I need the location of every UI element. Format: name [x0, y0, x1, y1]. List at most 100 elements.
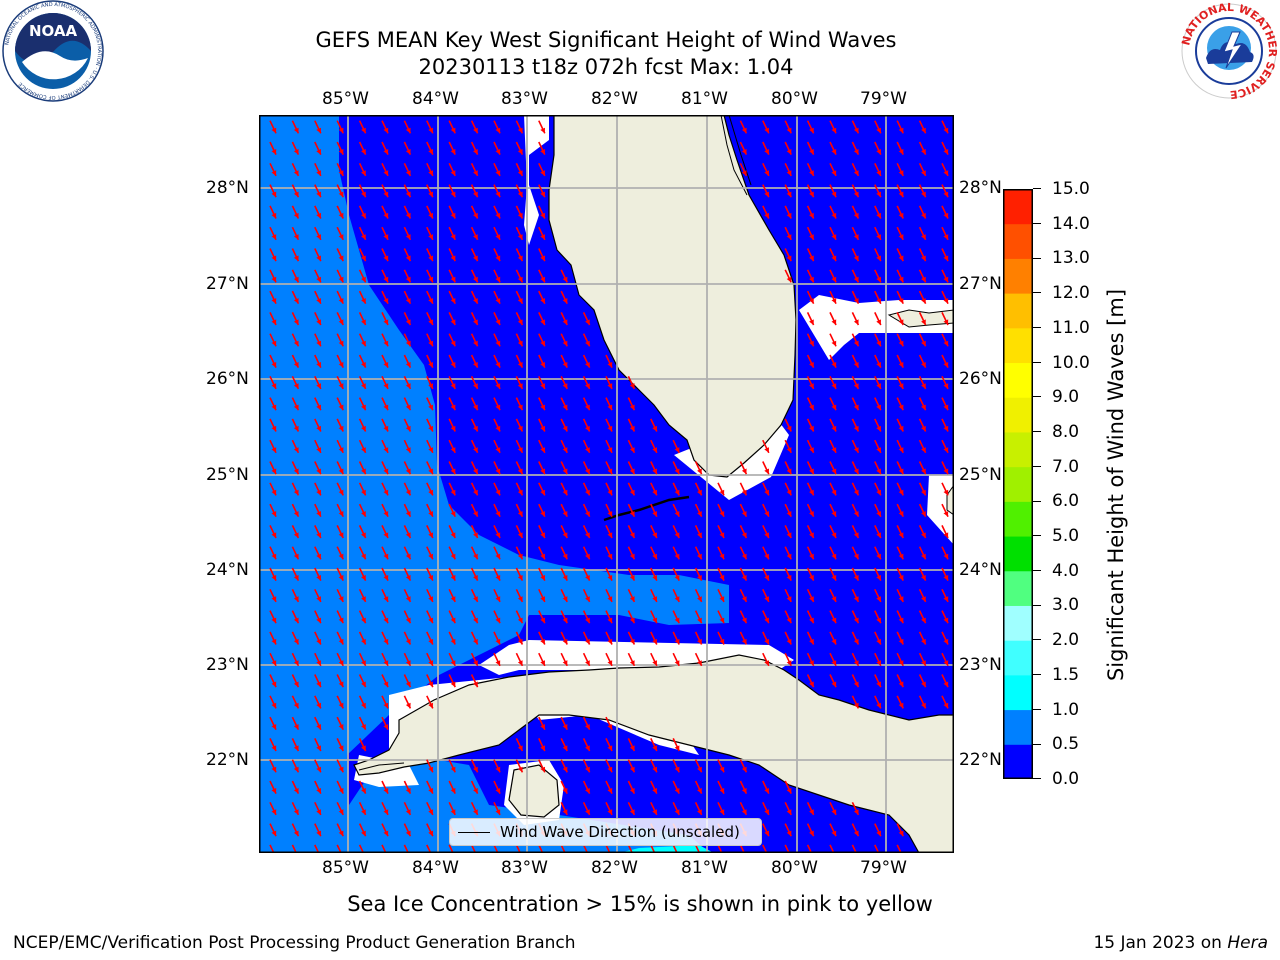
- wind-wave-arrow-head: [786, 276, 792, 283]
- florida-coast-detail: [728, 115, 752, 186]
- wind-wave-arrow-head: [361, 532, 366, 538]
- colorbar-tick-label: 10.0: [1052, 352, 1090, 373]
- wind-wave-arrow-head: [853, 170, 859, 176]
- wind-wave-arrow-head: [316, 298, 321, 304]
- wind-wave-arrow-head: [719, 617, 725, 624]
- wind-wave-arrow-head: [517, 575, 523, 581]
- wind-wave-arrow-head: [450, 788, 456, 794]
- wind-wave-arrow-head: [450, 809, 456, 815]
- wind-wave-arrow-head: [831, 255, 837, 262]
- colorbar-tick-mark: [1033, 639, 1041, 641]
- lat-label-left: 26°N: [206, 369, 249, 389]
- colorbar-tick-mark: [1033, 222, 1041, 224]
- wind-wave-arrow-head: [361, 234, 366, 240]
- wind-wave-arrow-head: [338, 170, 344, 176]
- wind-wave-arrow-head: [697, 596, 702, 602]
- wind-wave-arrow-head: [697, 617, 702, 624]
- wind-wave-arrow-head: [853, 596, 859, 602]
- colorbar-tick-label: 8.0: [1052, 421, 1080, 442]
- wind-wave-arrow-head: [316, 575, 321, 581]
- wind-wave-arrow-head: [338, 362, 344, 368]
- wind-wave-arrow-head: [495, 489, 501, 496]
- wind-wave-arrow-head: [450, 383, 456, 389]
- wind-wave-arrow-head: [338, 745, 344, 751]
- wind-wave-arrow-head: [405, 404, 411, 411]
- wind-wave-arrow-head: [473, 532, 478, 538]
- wind-wave-arrow-head: [898, 383, 904, 389]
- wind-wave-arrow-head: [271, 596, 277, 602]
- wind-wave-arrow-head: [495, 425, 501, 432]
- wind-wave-arrow-head: [764, 511, 769, 517]
- wind-wave-arrow-head: [853, 340, 859, 347]
- wind-wave-arrow-head: [809, 404, 814, 411]
- wind-wave-arrow-head: [517, 404, 523, 411]
- wind-wave-arrow-head: [405, 489, 411, 496]
- wind-wave-arrow: [851, 844, 858, 853]
- wind-wave-arrow-head: [338, 681, 344, 688]
- wind-wave-arrow-head: [876, 425, 881, 432]
- wind-wave-arrow-head: [607, 404, 613, 411]
- wind-wave-arrow-head: [517, 298, 523, 304]
- wind-wave-arrow-head: [921, 702, 926, 709]
- wind-wave-arrow: [605, 844, 611, 853]
- wind-wave-arrow-head: [293, 319, 299, 325]
- wind-wave-arrow-head: [585, 362, 590, 368]
- wind-wave-arrow-head: [316, 255, 321, 262]
- wind-wave-arrow-head: [316, 788, 321, 794]
- wind-wave-arrow-head: [473, 212, 478, 219]
- wind-wave-arrow-head: [943, 617, 949, 624]
- wind-wave-arrow-head: [585, 575, 590, 581]
- wind-wave-arrow-head: [473, 553, 478, 560]
- wind-wave-arrow-head: [405, 340, 411, 347]
- wind-wave-arrow-head: [293, 766, 299, 773]
- wind-wave-arrow-head: [428, 553, 433, 560]
- wind-wave-arrow-head: [674, 489, 680, 496]
- wind-wave-arrow-head: [831, 809, 837, 815]
- wind-wave-arrow-head: [383, 149, 389, 155]
- colorbar-cell: [1003, 466, 1033, 502]
- lat-label-left: 28°N: [206, 178, 249, 198]
- wind-wave-arrow-head: [271, 575, 277, 581]
- wind-wave-arrow-head: [607, 532, 613, 538]
- wind-wave-arrow-head: [876, 617, 881, 624]
- wind-wave-arrow-head: [338, 149, 344, 155]
- wind-wave-arrow-head: [540, 170, 545, 176]
- wind-wave-arrow-head: [898, 489, 904, 496]
- wind-wave-arrow-head: [853, 447, 859, 453]
- wind-wave-arrow-head: [450, 212, 456, 219]
- wind-wave-arrow-head: [943, 234, 949, 240]
- wind-wave-arrow-head: [607, 638, 613, 645]
- wind-wave-arrow-head: [629, 809, 635, 815]
- wind-wave-arrow-head: [853, 553, 859, 560]
- wind-wave-arrow-head: [517, 319, 523, 325]
- lon-label-bottom: 83°W: [501, 858, 548, 878]
- wind-wave-arrow-head: [316, 489, 321, 496]
- wind-wave-arrow-head: [876, 681, 881, 688]
- wind-wave-arrow-head: [293, 362, 299, 368]
- wind-wave-arrow-head: [562, 553, 568, 560]
- wind-wave-arrow-head: [652, 511, 657, 517]
- wind-wave-arrow-head: [786, 532, 792, 538]
- wind-wave-arrow-head: [361, 745, 366, 751]
- wind-wave-arrow-head: [876, 511, 881, 517]
- wind-wave-arrow-head: [876, 638, 881, 645]
- wind-wave-arrow-head: [562, 745, 568, 751]
- wind-wave-arrow-head: [652, 553, 657, 560]
- wind-wave-arrow-head: [741, 596, 747, 602]
- wind-wave-arrow-head: [450, 298, 456, 304]
- wind-wave-arrow-head: [562, 404, 568, 411]
- wind-wave-arrow-head: [831, 234, 837, 240]
- wind-wave-arrow-head: [293, 660, 299, 666]
- wind-wave-arrow-head: [831, 511, 837, 517]
- wind-wave-arrow-head: [943, 575, 949, 581]
- wind-wave-arrow-head: [876, 276, 881, 283]
- wind-wave-arrow-head: [786, 425, 792, 432]
- colorbar-tick-mark: [1033, 257, 1041, 259]
- colorbar-tick-label: 0.0: [1052, 769, 1080, 789]
- colorbar: [1003, 189, 1033, 779]
- wind-wave-arrow-head: [629, 638, 635, 645]
- wind-wave-arrow-head: [540, 362, 545, 368]
- wind-wave-arrow-head: [809, 298, 814, 304]
- wind-wave-arrow-head: [629, 532, 635, 538]
- wind-wave-arrow-head: [383, 638, 389, 645]
